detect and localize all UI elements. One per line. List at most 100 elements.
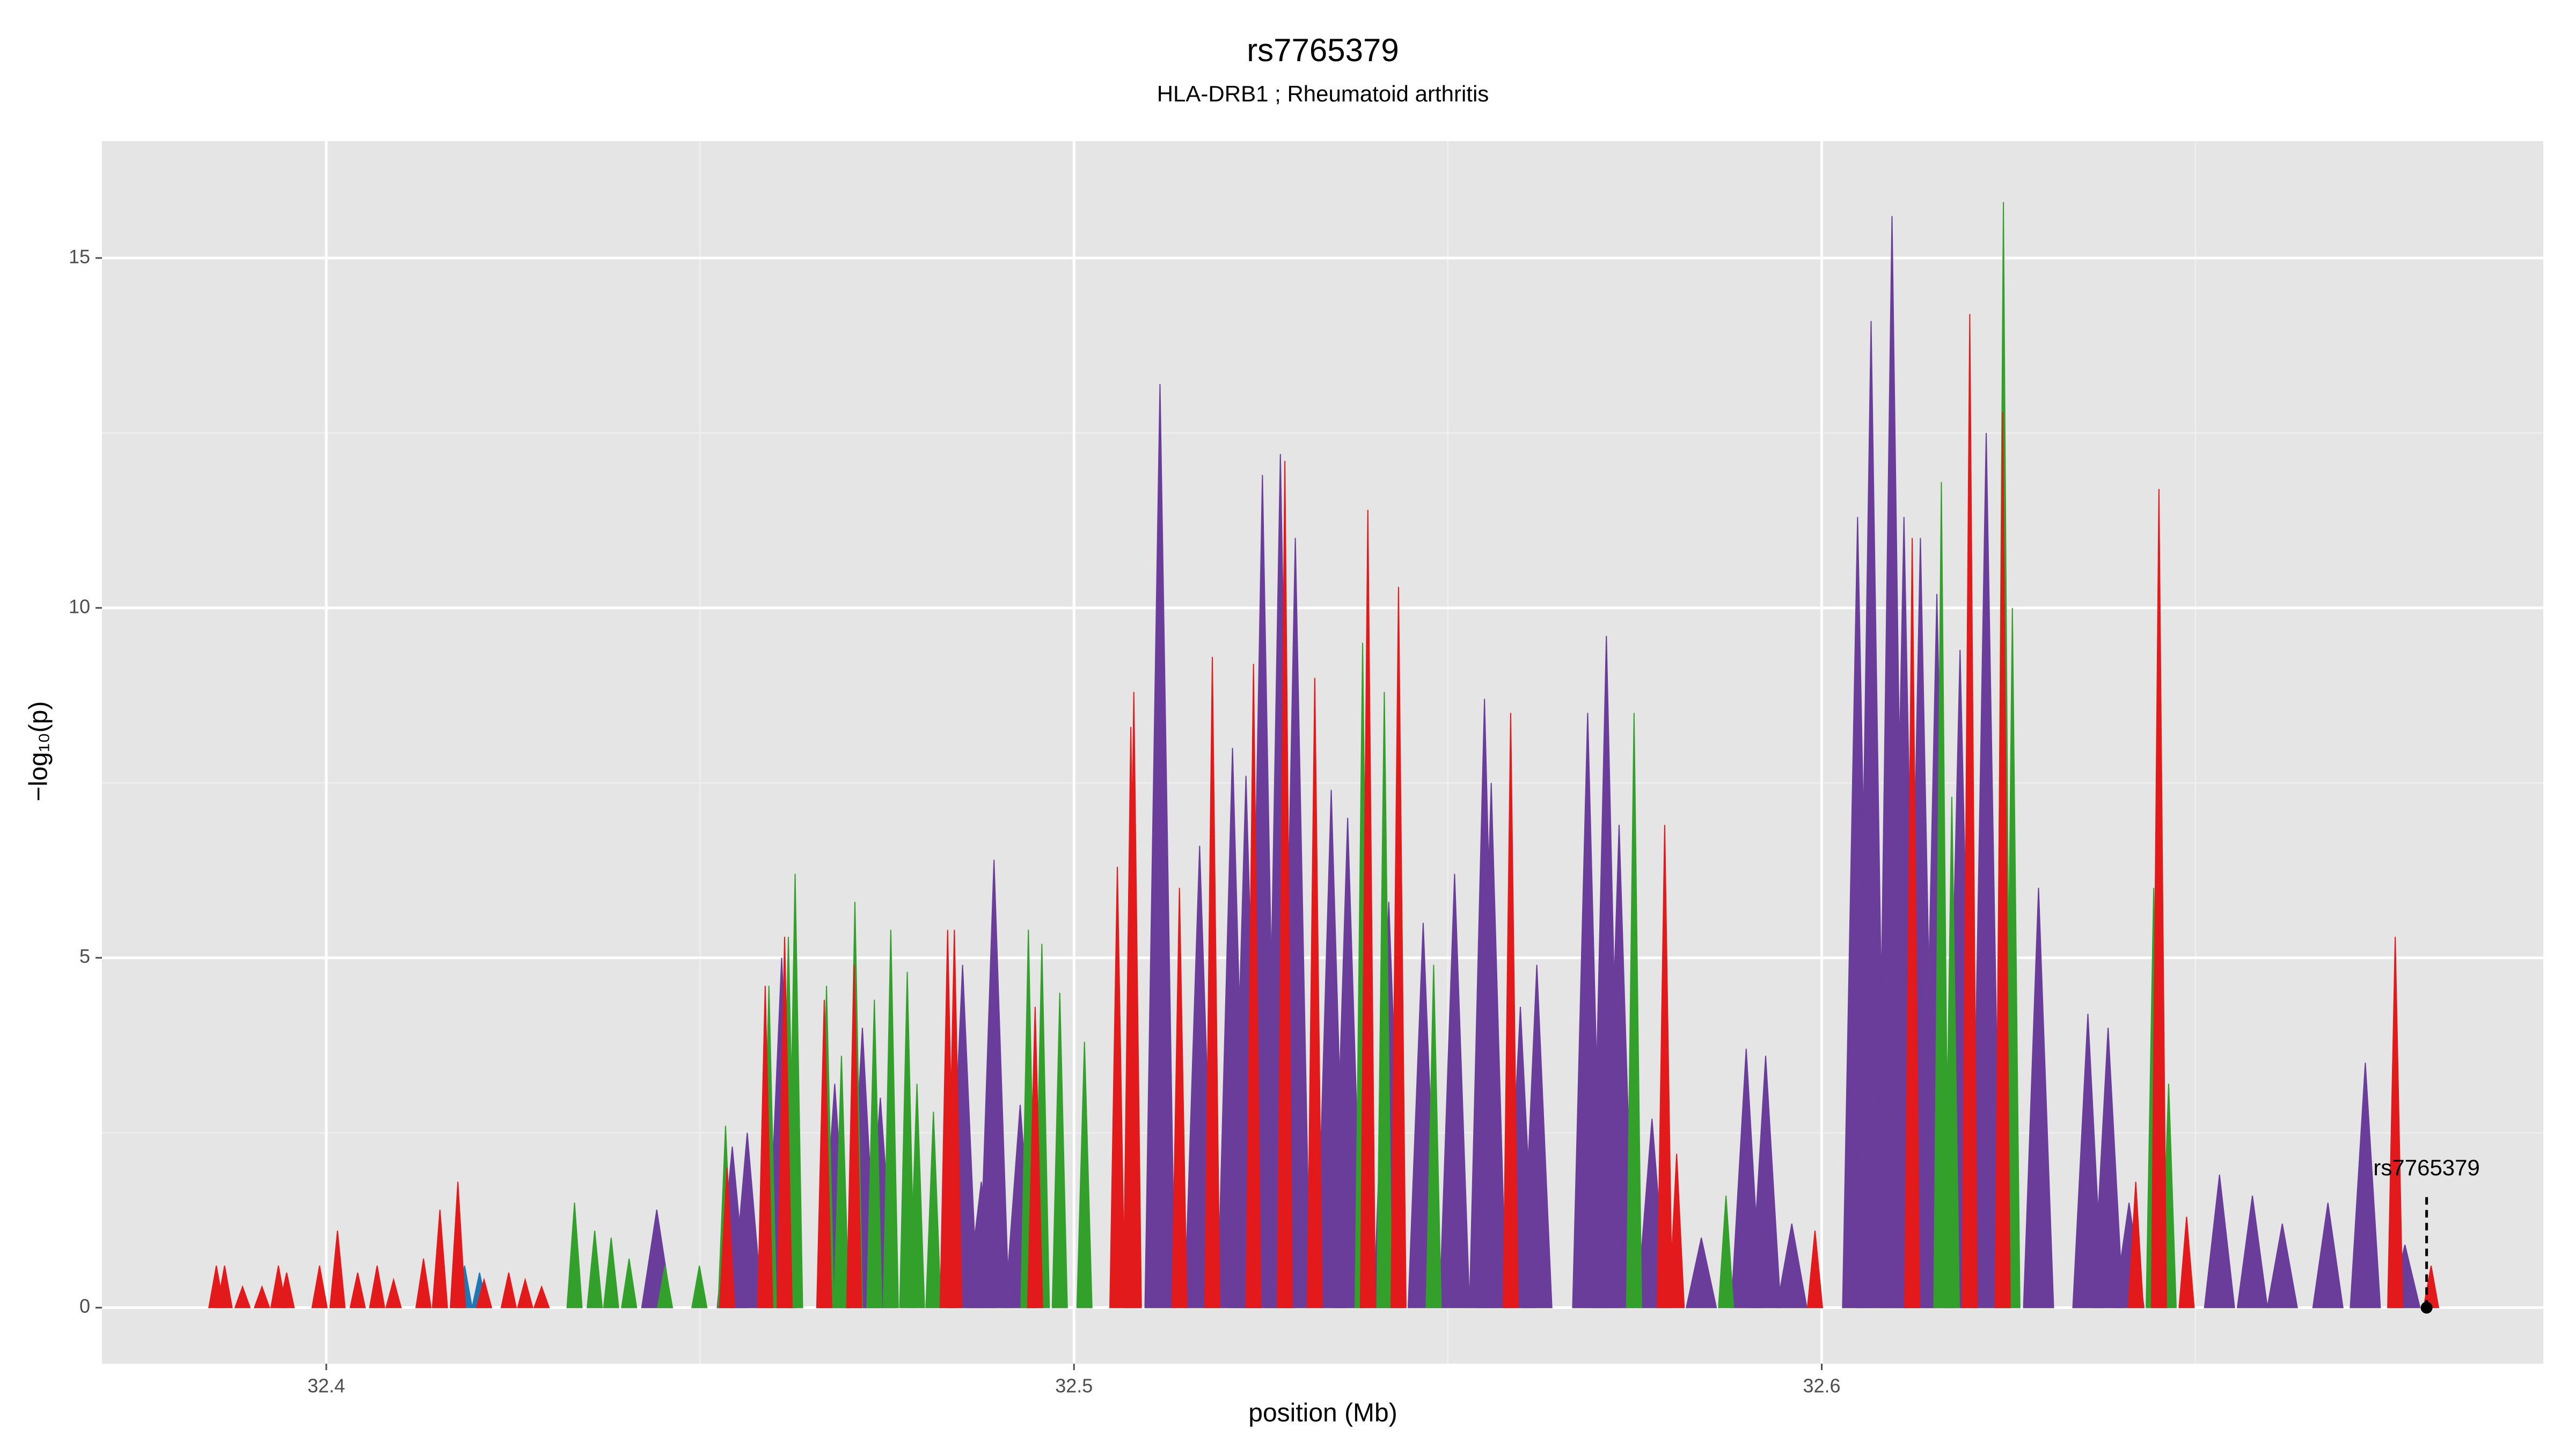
area-spike	[385, 1277, 402, 1308]
chart-subtitle: HLA-DRB1 ; Rheumatoid arthritis	[1157, 81, 1489, 106]
area-spike	[431, 1210, 448, 1308]
area-spike	[833, 1056, 850, 1308]
area-spike	[846, 964, 862, 1308]
area-spike	[517, 1277, 533, 1308]
area-spike	[2127, 1181, 2144, 1308]
area-spike	[234, 1285, 251, 1308]
area-spike	[731, 1132, 763, 1308]
area-spike	[1626, 713, 1642, 1308]
area-spike	[603, 1238, 619, 1308]
area-spike	[1277, 460, 1293, 1308]
area-spike	[1076, 1042, 1093, 1308]
area-spike	[1245, 664, 1262, 1308]
annotation-point	[2420, 1301, 2433, 1314]
area-spike	[621, 1258, 638, 1308]
area-spike	[1171, 888, 1188, 1308]
area-spike	[1332, 817, 1364, 1308]
area-spike	[1109, 867, 1126, 1308]
area-spike	[719, 1167, 735, 1308]
x-tick-label: 32.5	[1055, 1375, 1093, 1397]
y-axis-label: −log₁₀(p)	[25, 701, 53, 802]
area-spike	[216, 1265, 233, 1308]
area-spike	[2236, 1195, 2268, 1308]
area-spike	[1668, 1153, 1685, 1308]
area-spike	[978, 860, 1010, 1308]
area-spike	[777, 936, 793, 1308]
y-tick-label: 5	[79, 945, 90, 967]
area-spike	[1943, 796, 1960, 1308]
area-spike	[866, 999, 883, 1308]
area-spike	[1718, 1195, 1735, 1308]
area-spike	[450, 1181, 466, 1308]
area-spike	[925, 1111, 942, 1308]
area-spike	[757, 985, 773, 1308]
area-spike	[2312, 1202, 2344, 1308]
area-spike	[415, 1258, 432, 1308]
area-spike	[1933, 482, 1950, 1308]
area-spike	[1603, 824, 1635, 1308]
area-spike	[1776, 1224, 1807, 1308]
y-tick-label: 0	[79, 1295, 90, 1317]
area-spike	[899, 971, 916, 1308]
area-spike	[566, 1203, 583, 1308]
area-spike	[1204, 656, 1221, 1308]
area-spike	[1425, 964, 1442, 1308]
area-spike	[1125, 692, 1142, 1308]
x-tick-label: 32.6	[1803, 1375, 1840, 1397]
area-spike	[587, 1231, 603, 1308]
area-spike	[2023, 888, 2054, 1308]
area-spike	[2178, 1217, 2195, 1308]
area-spike	[1521, 964, 1553, 1308]
area-spike	[278, 1272, 295, 1308]
area-spike	[1502, 713, 1519, 1308]
area-spike	[909, 1084, 925, 1308]
area-spike	[1685, 1238, 1717, 1308]
area-spike	[1306, 678, 1323, 1308]
area-spike	[691, 1265, 708, 1308]
y-tick-label: 15	[69, 245, 90, 267]
area-spike	[816, 999, 832, 1308]
area-spike	[533, 1285, 550, 1308]
area-spike	[1994, 412, 2011, 1308]
area-spike	[253, 1285, 270, 1308]
area-spike	[1051, 992, 1068, 1308]
annotation-label: rs7765379	[2373, 1155, 2480, 1180]
area-spike	[2150, 489, 2167, 1308]
area-spike	[2092, 1028, 2124, 1308]
area-spike	[656, 1265, 674, 1308]
area-spike	[2350, 1063, 2381, 1308]
area-spike	[1806, 1231, 1824, 1308]
area-spike	[1750, 1056, 1782, 1308]
area-spike	[882, 930, 899, 1308]
area-spike	[329, 1231, 346, 1308]
area-spike	[1390, 587, 1407, 1308]
area-spike	[1904, 538, 1921, 1308]
area-spike	[1730, 1049, 1762, 1308]
area-spike	[2266, 1224, 2298, 1308]
area-spike	[1144, 384, 1176, 1308]
area-spike	[500, 1272, 517, 1308]
area-spike	[787, 874, 803, 1308]
area-spike	[1027, 1006, 1043, 1308]
area-spike	[1855, 321, 1887, 1308]
area-spike	[1439, 874, 1470, 1308]
chart-title: rs7765379	[1247, 32, 1399, 68]
area-spike	[369, 1265, 385, 1308]
area-spike	[2072, 1013, 2104, 1308]
y-tick-label: 10	[69, 595, 90, 617]
area-spike	[1475, 782, 1507, 1308]
x-tick-label: 32.4	[308, 1375, 345, 1397]
area-spike	[1971, 433, 2002, 1308]
area-spike	[1359, 510, 1376, 1308]
area-spike	[2387, 936, 2404, 1308]
area-spike	[1376, 692, 1393, 1308]
area-spike	[1962, 314, 1978, 1308]
area-spike	[349, 1272, 366, 1308]
x-axis-label: position (Mb)	[1248, 1399, 1397, 1428]
area-spike	[311, 1265, 328, 1308]
area-spike	[2204, 1174, 2235, 1308]
area-spike	[475, 1277, 493, 1308]
area-spike	[946, 930, 963, 1308]
area-spike	[1656, 824, 1673, 1308]
